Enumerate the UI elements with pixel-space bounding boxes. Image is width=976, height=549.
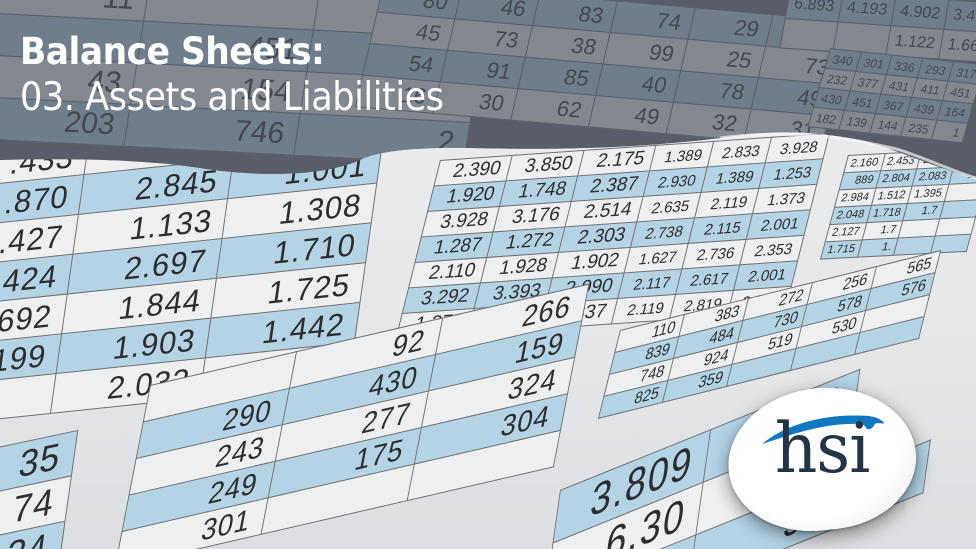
spreadsheet-bottom-left: 357424 <box>0 430 78 549</box>
logo-wordmark: hsi <box>774 408 870 489</box>
slide-subtitle: 03. Assets and Liabilities <box>20 75 444 120</box>
dark-overlay: 116745136843154942037462 804683742910457… <box>0 0 976 180</box>
logo-arc-icon <box>762 415 885 445</box>
hsi-logo-badge: hsi <box>721 378 923 540</box>
table-cell <box>0 373 57 430</box>
title-block: Balance Sheets: 03. Assets and Liabiliti… <box>20 30 491 122</box>
slide-title: Balance Sheets: <box>20 30 325 73</box>
